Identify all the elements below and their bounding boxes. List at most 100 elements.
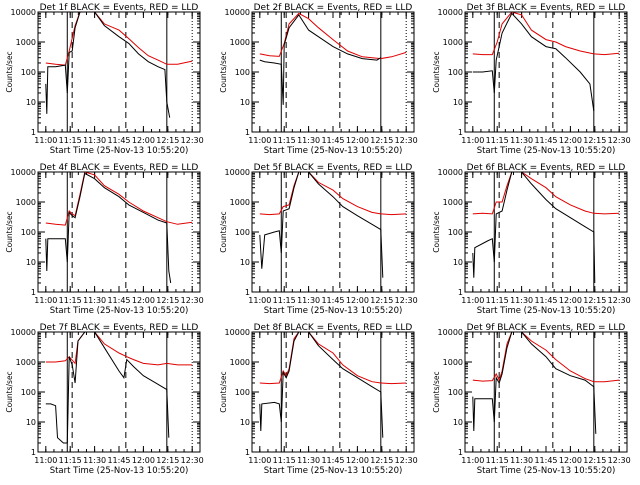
plot-frame [464, 331, 628, 453]
x-axis-label: Start Time (25-Nov-13 10:55:20) [50, 146, 189, 156]
y-axis-label: Counts/sec [5, 371, 14, 412]
x-axis-label: Start Time (25-Nov-13 10:55:20) [477, 146, 616, 156]
y-tick-label: 10 [26, 258, 36, 267]
series-events-line [472, 172, 596, 284]
x-tick-label: 11:30 [510, 296, 533, 305]
series-lld-line [472, 12, 620, 56]
x-tick-label: 12:30 [608, 136, 631, 145]
chart-title: Det 2f BLACK = Events, RED = LLD [254, 3, 413, 13]
x-tick-label: 11:00 [461, 136, 484, 145]
series-events-line [472, 332, 597, 434]
x-tick-label: 11:30 [297, 456, 320, 465]
plot-frame [464, 171, 628, 293]
chart-title: Det 5f BLACK = Events, RED = LLD [254, 163, 413, 173]
y-axis-label: Counts/sec [5, 211, 14, 252]
y-axis-label: Counts/sec [219, 211, 228, 252]
x-tick-label: 11:15 [59, 136, 82, 145]
x-tick-label: 11:45 [534, 456, 557, 465]
x-tick-label: 12:00 [132, 296, 155, 305]
x-axis-label: Start Time (25-Nov-13 10:55:20) [477, 466, 616, 476]
y-tick-label: 1 [458, 128, 463, 137]
x-tick-label: 11:30 [510, 456, 533, 465]
y-tick-label: 1 [458, 448, 463, 457]
y-tick-label: 10000 [438, 328, 463, 337]
y-tick-label: 10 [240, 418, 250, 427]
y-tick-label: 100 [235, 68, 250, 77]
y-tick-label: 10000 [225, 8, 250, 17]
x-tick-label: 12:00 [346, 456, 369, 465]
chart-det-1f: Det 1f BLACK = Events, RED = LLD Counts/s… [5, 3, 204, 156]
x-tick-label: 11:00 [34, 456, 57, 465]
chart-det-6f: Det 6f BLACK = Events, RED = LLD Counts/s… [432, 163, 631, 316]
x-axis-label: Start Time (25-Nov-13 10:55:20) [264, 306, 403, 316]
x-axis-label: Start Time (25-Nov-13 10:55:20) [50, 466, 189, 476]
x-tick-label: 12:30 [395, 456, 418, 465]
x-tick-label: 11:15 [273, 296, 296, 305]
series-lld-line [259, 12, 407, 60]
x-tick-label: 11:15 [486, 456, 509, 465]
y-tick-label: 100 [21, 68, 36, 77]
x-tick-label: 12:00 [559, 296, 582, 305]
y-tick-label: 10 [453, 258, 463, 267]
x-tick-label: 11:15 [273, 456, 296, 465]
x-tick-label: 12:15 [370, 456, 393, 465]
y-tick-label: 1 [245, 448, 250, 457]
x-tick-label: 11:45 [321, 296, 344, 305]
x-tick-label: 12:00 [132, 136, 155, 145]
x-tick-label: 11:00 [248, 456, 271, 465]
series-events-line [45, 172, 172, 284]
x-tick-label: 11:00 [461, 296, 484, 305]
x-tick-label: 11:00 [34, 296, 57, 305]
x-axis-label: Start Time (25-Nov-13 10:55:20) [264, 146, 403, 156]
x-tick-label: 11:45 [534, 136, 557, 145]
y-tick-label: 1 [31, 288, 36, 297]
x-tick-label: 11:30 [83, 456, 106, 465]
series-events-line [259, 14, 382, 105]
x-axis-label: Start Time (25-Nov-13 10:55:20) [477, 306, 616, 316]
y-tick-label: 10000 [225, 328, 250, 337]
series-events-line [259, 172, 384, 278]
x-tick-label: 11:45 [107, 456, 130, 465]
plot-frame [251, 331, 415, 453]
x-tick-label: 12:15 [370, 296, 393, 305]
y-tick-label: 10000 [438, 168, 463, 177]
x-tick-label: 12:15 [156, 136, 179, 145]
y-tick-label: 10000 [438, 8, 463, 17]
x-tick-label: 11:15 [486, 136, 509, 145]
series-events-line [45, 332, 170, 444]
y-tick-label: 100 [448, 388, 463, 397]
x-tick-label: 11:15 [59, 456, 82, 465]
chart-det-5f: Det 5f BLACK = Events, RED = LLD Counts/s… [219, 163, 418, 316]
y-tick-label: 1000 [230, 358, 250, 367]
chart-title: Det 1f BLACK = Events, RED = LLD [40, 3, 199, 13]
x-tick-label: 11:30 [510, 136, 533, 145]
x-tick-label: 11:15 [273, 136, 296, 145]
y-tick-label: 10 [240, 258, 250, 267]
x-tick-label: 12:30 [608, 456, 631, 465]
chart-title: Det 8f BLACK = Events, RED = LLD [254, 323, 413, 333]
x-tick-label: 12:00 [559, 136, 582, 145]
y-axis-label: Counts/sec [219, 371, 228, 412]
x-tick-label: 12:15 [583, 456, 606, 465]
y-tick-label: 100 [21, 228, 36, 237]
chart-title: Det 6f BLACK = Events, RED = LLD [467, 163, 626, 173]
plot-frame [464, 11, 628, 133]
x-tick-label: 12:00 [346, 296, 369, 305]
x-tick-label: 12:15 [583, 136, 606, 145]
x-tick-label: 12:00 [132, 456, 155, 465]
x-tick-label: 11:45 [107, 296, 130, 305]
y-tick-label: 10000 [11, 168, 36, 177]
x-tick-label: 11:00 [248, 136, 271, 145]
y-tick-label: 100 [448, 228, 463, 237]
chart-det-7f: Det 7f BLACK = Events, RED = LLD Counts/s… [5, 323, 204, 476]
x-tick-label: 11:15 [486, 296, 509, 305]
y-axis-label: Counts/sec [219, 51, 228, 92]
plot-frame [37, 11, 201, 133]
x-axis-label: Start Time (25-Nov-13 10:55:20) [50, 306, 189, 316]
x-tick-label: 11:30 [297, 296, 320, 305]
y-tick-label: 10 [453, 418, 463, 427]
x-tick-label: 12:15 [370, 136, 393, 145]
y-axis-label: Counts/sec [432, 211, 441, 252]
